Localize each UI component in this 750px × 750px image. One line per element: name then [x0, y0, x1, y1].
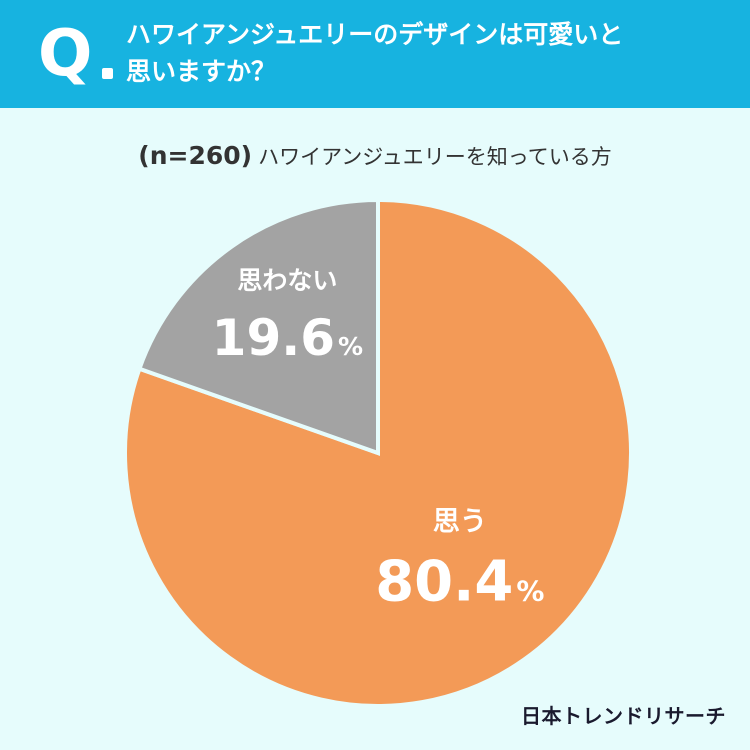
- sample-description: ハワイアンジュエリーを知っている方: [258, 145, 612, 169]
- slice-label-0: 思う: [433, 507, 487, 538]
- question-header: Q ハワイアンジュエリーのデザインは可愛いと 思いますか？: [0, 0, 750, 108]
- slice-label-1: 思わない: [237, 266, 337, 295]
- sample-size: (n=260): [138, 141, 253, 170]
- q-mark: Q: [38, 17, 93, 91]
- slice-value-1: 19.6%: [212, 309, 363, 367]
- pie-slice-1: [136, 197, 380, 456]
- question-text: ハワイアンジュエリーのデザインは可愛いと 思いますか？: [126, 20, 624, 86]
- sample-subtitle: (n=260) ハワイアンジュエリーを知っている方: [0, 140, 750, 173]
- brand-logo: 日本トレンドリサーチ: [521, 704, 726, 728]
- slice-value-0: 80.4%: [375, 550, 544, 615]
- q-dot: [102, 68, 113, 79]
